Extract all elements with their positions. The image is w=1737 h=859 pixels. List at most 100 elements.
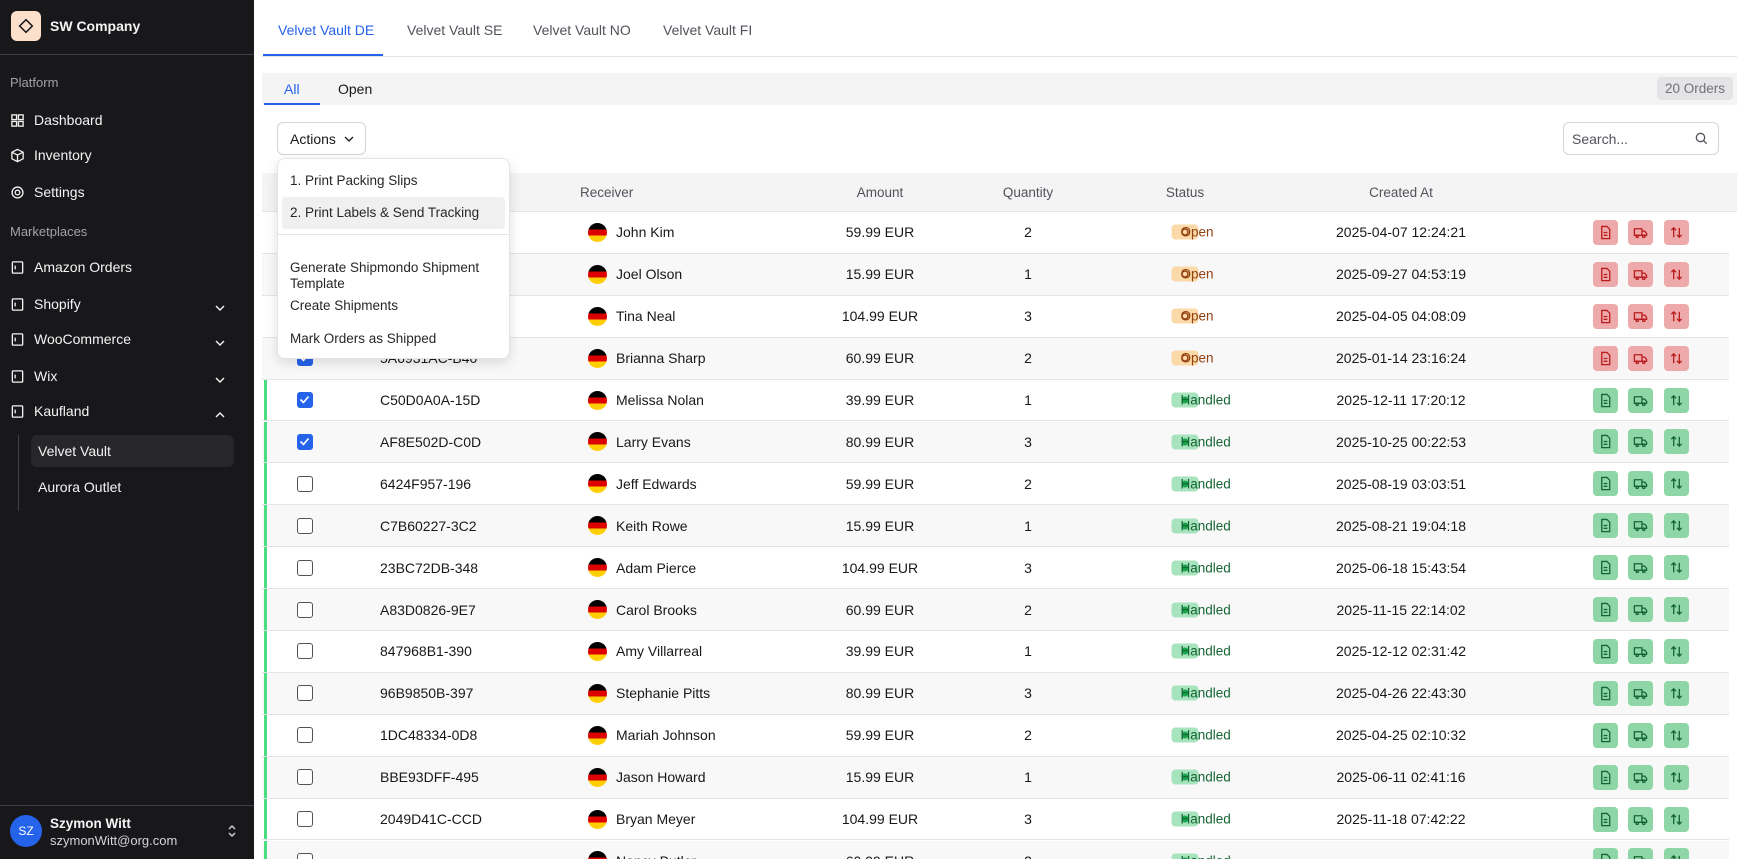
company-name[interactable]: SW Company (50, 18, 141, 34)
chevron[interactable] (215, 405, 234, 421)
tracking-button[interactable] (1664, 429, 1689, 455)
chevron[interactable] (215, 298, 234, 314)
nav-item[interactable]: Inventory (10, 146, 244, 164)
tracking-button[interactable] (1664, 638, 1689, 664)
packing-slip-button[interactable] (1593, 471, 1618, 497)
packing-slip-button[interactable] (1593, 387, 1618, 413)
sub-nav-item[interactable]: Velvet Vault (31, 435, 234, 467)
shipment-button[interactable] (1628, 764, 1653, 790)
tracking-button[interactable] (1664, 722, 1689, 748)
packing-slip-button[interactable] (1593, 848, 1618, 859)
table-row[interactable]: C7B60227-3C2 Keith Rowe 15.99 EUR 1 Handled 2… (262, 505, 1729, 548)
table-row[interactable]: AF8E502D-C0D Larry Evans 80.99 EUR 3 Handled… (262, 421, 1729, 464)
column-header[interactable]: Receiver (580, 185, 634, 200)
shipment-button[interactable] (1628, 429, 1653, 455)
shipment-button[interactable] (1628, 806, 1653, 832)
filter-tab[interactable]: Open (338, 81, 373, 97)
tracking-button[interactable] (1664, 764, 1689, 790)
menu-item[interactable]: Create Shipments (290, 298, 399, 313)
store-tab[interactable]: Velvet Vault SE (407, 22, 503, 38)
row-checkbox[interactable] (297, 601, 313, 618)
packing-slip-button[interactable] (1593, 764, 1618, 790)
store-tab[interactable]: Velvet Vault DE (278, 22, 375, 38)
row-checkbox[interactable] (297, 475, 313, 492)
tracking-button[interactable] (1664, 219, 1689, 245)
column-header[interactable]: Created At (1369, 185, 1433, 200)
packing-slip-button[interactable] (1593, 345, 1618, 371)
packing-slip-button[interactable] (1593, 722, 1618, 748)
table-row[interactable]: 6424F957-196 Jeff Edwards 59.99 EUR 2 Handle… (262, 463, 1729, 506)
row-checkbox[interactable] (297, 392, 313, 409)
chevron[interactable] (215, 333, 234, 349)
menu-item[interactable]: Generate Shipmondo Shipment Template (290, 260, 480, 291)
store-tab[interactable]: Velvet Vault NO (533, 22, 631, 38)
shipment-button[interactable] (1628, 303, 1653, 329)
shipment-button[interactable] (1628, 638, 1653, 664)
nav-item[interactable]: Kaufland (10, 402, 244, 420)
tracking-button[interactable] (1664, 680, 1689, 706)
shipment-button[interactable] (1628, 555, 1653, 581)
column-header[interactable]: Quantity (1002, 185, 1054, 200)
packing-slip-button[interactable] (1593, 597, 1618, 623)
sub-nav-item[interactable]: Aurora Outlet (31, 471, 234, 503)
search-input[interactable]: Search... (1563, 122, 1719, 155)
nav-item[interactable]: Shopify (10, 295, 244, 313)
table-row[interactable]: 2049D41C-CCD Bryan Meyer 104.99 EUR 3 Handle… (262, 798, 1729, 841)
store-tab[interactable]: Velvet Vault FI (663, 22, 753, 38)
packing-slip-button[interactable] (1593, 303, 1618, 329)
column-header[interactable]: Status (1165, 185, 1205, 200)
nav-item[interactable]: WooCommerce (10, 330, 244, 348)
row-checkbox[interactable] (297, 852, 313, 859)
nav-item[interactable]: Dashboard (10, 111, 244, 129)
table-row[interactable]: 23BC72DB-348 Adam Pierce 104.99 EUR 3 Handle… (262, 547, 1729, 590)
shipment-button[interactable] (1628, 513, 1653, 539)
filter-tab[interactable]: All (284, 81, 300, 97)
tracking-button[interactable] (1664, 261, 1689, 287)
row-checkbox[interactable] (297, 769, 313, 786)
shipment-button[interactable] (1628, 471, 1653, 497)
packing-slip-button[interactable] (1593, 638, 1618, 664)
nav-item[interactable]: Amazon Orders (10, 258, 244, 276)
row-checkbox[interactable] (297, 727, 313, 744)
shipment-button[interactable] (1628, 680, 1653, 706)
menu-item[interactable]: Mark Orders as Shipped (290, 331, 437, 346)
menu-item[interactable]: 2. Print Labels & Send Tracking (282, 197, 505, 229)
shipment-button[interactable] (1628, 219, 1653, 245)
tracking-button[interactable] (1664, 345, 1689, 371)
shipment-button[interactable] (1628, 722, 1653, 748)
shipment-button[interactable] (1628, 345, 1653, 371)
menu-item[interactable]: 1. Print Packing Slips (290, 173, 418, 188)
packing-slip-button[interactable] (1593, 555, 1618, 581)
chevron[interactable] (215, 370, 234, 386)
packing-slip-button[interactable] (1593, 680, 1618, 706)
packing-slip-button[interactable] (1593, 429, 1618, 455)
column-header[interactable]: Amount (856, 185, 904, 200)
table-row[interactable]: 847968B1-390 Amy Villarreal 39.99 EUR 1 Hand… (262, 631, 1729, 673)
tracking-button[interactable] (1664, 387, 1689, 413)
tracking-button[interactable] (1664, 303, 1689, 329)
row-checkbox[interactable] (297, 643, 313, 660)
table-row[interactable]: BBE93DFF-495 Jason Howard 15.99 EUR 1 Handle… (262, 756, 1729, 799)
row-checkbox[interactable] (297, 559, 313, 576)
row-checkbox[interactable] (297, 685, 313, 702)
actions-button[interactable]: Actions (277, 122, 366, 155)
avatar[interactable]: SZ (10, 815, 42, 847)
row-checkbox[interactable] (297, 433, 313, 450)
packing-slip-button[interactable] (1593, 261, 1618, 287)
packing-slip-button[interactable] (1593, 806, 1618, 832)
shipment-button[interactable] (1628, 597, 1653, 623)
table-row[interactable]: Nancy Butler 60.99 EUR 2 Handled (262, 840, 1729, 859)
tracking-button[interactable] (1664, 513, 1689, 539)
table-row[interactable]: A83D0826-9E7 Carol Brooks 60.99 EUR 2 Handle… (262, 589, 1729, 631)
row-checkbox[interactable] (297, 517, 313, 534)
tracking-button[interactable] (1664, 471, 1689, 497)
table-row[interactable]: 96B9850B-397 Stephanie Pitts 80.99 EUR 3 Han… (262, 672, 1729, 715)
tracking-button[interactable] (1664, 806, 1689, 832)
shipment-button[interactable] (1628, 848, 1653, 859)
packing-slip-button[interactable] (1593, 219, 1618, 245)
packing-slip-button[interactable] (1593, 513, 1618, 539)
table-row[interactable]: C50D0A0A-15D Melissa Nolan 39.99 EUR 1 Handl… (262, 379, 1729, 422)
table-row[interactable]: 1DC48334-0D8 Mariah Johnson 59.99 EUR 2 Hand… (262, 714, 1729, 757)
shipment-button[interactable] (1628, 261, 1653, 287)
tracking-button[interactable] (1664, 555, 1689, 581)
